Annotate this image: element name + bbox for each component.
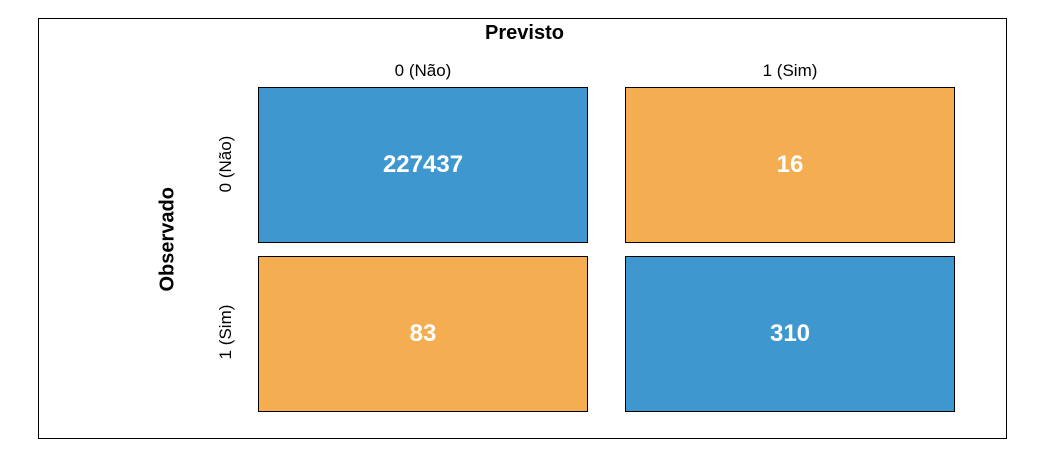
- heatmap-cell-1-1: 310: [625, 256, 955, 412]
- x-axis-title: Previsto: [485, 22, 564, 44]
- heatmap-cell-1-0: 83: [258, 256, 588, 412]
- x-tick-label-0: 0 (Não): [394, 61, 452, 80]
- cell-value-label: 227437: [382, 151, 464, 178]
- y-axis-title: Observado: [156, 187, 179, 292]
- cell-value-label: 16: [776, 151, 804, 178]
- cell-value-label: 83: [409, 320, 437, 347]
- y-tick-label-1: 1 (Sim): [216, 304, 235, 360]
- heatmap-cell-0-1: 16: [625, 87, 955, 243]
- y-tick-label-0: 0 (Não): [216, 135, 235, 193]
- x-tick-label-1: 1 (Sim): [762, 61, 818, 80]
- heatmap-cell-0-0: 227437: [258, 87, 588, 243]
- cell-value-label: 310: [769, 320, 811, 347]
